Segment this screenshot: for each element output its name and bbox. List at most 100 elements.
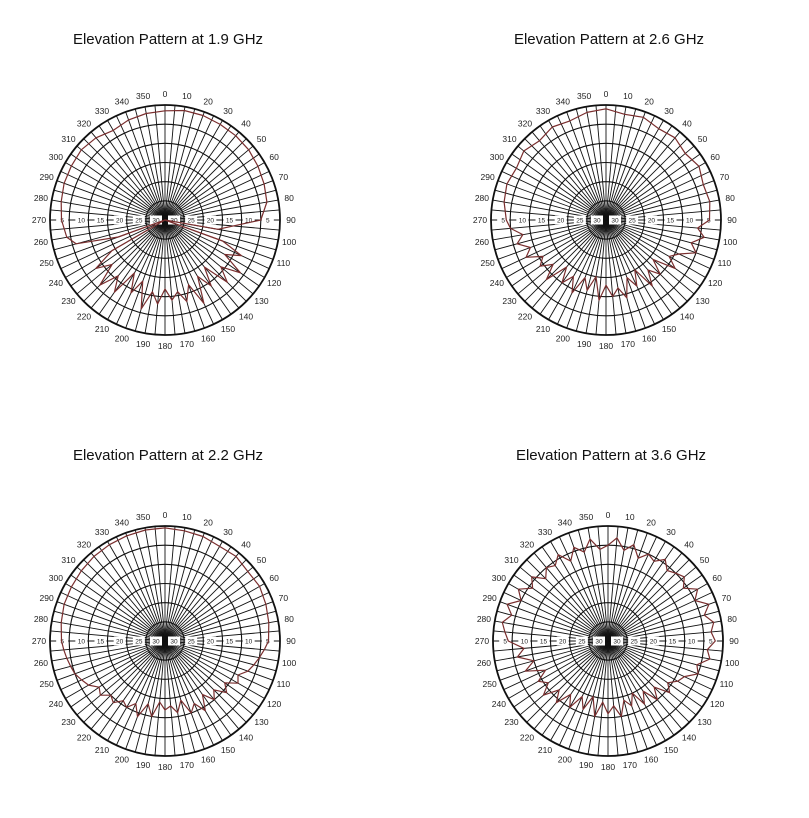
grid-outer-ring [49, 104, 281, 336]
angle-label: 0 [163, 89, 168, 99]
angle-label: 290 [40, 172, 54, 182]
angle-label: 150 [221, 745, 235, 755]
angle-label: 70 [720, 172, 730, 182]
angle-label: 40 [241, 118, 251, 128]
angle-label: 10 [182, 512, 192, 522]
angle-label: 310 [504, 555, 518, 565]
angle-label: 80 [725, 193, 735, 203]
ring-label: 20 [557, 217, 565, 224]
angle-label: 230 [61, 296, 75, 306]
angle-label: 130 [254, 296, 268, 306]
ring-label-background [185, 636, 198, 646]
grid-ring [106, 582, 224, 700]
grid-ring [588, 621, 628, 661]
angle-label: 160 [201, 333, 215, 343]
angle-label: 280 [475, 193, 489, 203]
grid-ring [145, 200, 185, 240]
angle-label: 10 [625, 512, 635, 522]
ring-label-background [168, 636, 180, 646]
angle-label: 230 [502, 296, 516, 306]
ring-label: 20 [207, 638, 215, 645]
angle-label: 230 [61, 717, 75, 727]
angle-label: 170 [180, 760, 194, 770]
angle-label: 90 [286, 636, 296, 646]
angle-label: 130 [695, 296, 709, 306]
ring-label: 15 [540, 638, 548, 645]
angle-label: 70 [279, 172, 289, 182]
ring-label: 15 [538, 217, 546, 224]
angle-label: 20 [646, 518, 656, 528]
angle-label: 30 [223, 106, 233, 116]
pattern-trace [501, 537, 716, 718]
ring-label-background [132, 636, 145, 646]
angle-label: 330 [536, 106, 550, 116]
ring-label: 15 [97, 638, 105, 645]
chart-title-4: Elevation Pattern at 3.6 GHz [515, 447, 707, 464]
angle-label: 290 [483, 593, 497, 603]
ring-label: 10 [688, 638, 696, 645]
angle-label: 300 [49, 573, 63, 583]
ring-label-background [556, 636, 569, 646]
angle-label: 100 [725, 658, 739, 668]
ring-label: 5 [501, 217, 505, 224]
grid-outer-ring [49, 525, 281, 757]
ring-label: 10 [245, 217, 253, 224]
ring-label-background [223, 636, 236, 646]
angle-label: 320 [77, 539, 91, 549]
angle-label: 270 [475, 636, 489, 646]
angle-label: 150 [662, 324, 676, 334]
ring-label: 30 [170, 217, 178, 224]
ring-label: 5 [503, 638, 507, 645]
ring-label: 30 [170, 638, 178, 645]
ring-label: 30 [595, 638, 603, 645]
ring-label-background [573, 215, 586, 225]
angle-label: 190 [577, 339, 591, 349]
pattern-trace [60, 109, 268, 310]
ring-label: 20 [559, 638, 567, 645]
angle-label: 120 [267, 278, 281, 288]
ring-label: 20 [650, 638, 658, 645]
grid-ring [106, 161, 224, 279]
angle-label: 90 [286, 215, 296, 225]
angle-label: 10 [623, 91, 633, 101]
angle-label: 90 [727, 215, 737, 225]
angle-label: 300 [490, 152, 504, 162]
ring-label-background [666, 636, 679, 646]
angle-label: 310 [502, 134, 516, 144]
ring-label: 10 [519, 217, 527, 224]
ring-label: 10 [521, 638, 529, 645]
angle-label: 240 [490, 278, 504, 288]
angle-label: 240 [49, 278, 63, 288]
ring-label-background [537, 636, 550, 646]
angle-label: 30 [664, 106, 674, 116]
angle-label: 290 [481, 172, 495, 182]
angle-label: 50 [257, 555, 267, 565]
angle-label: 210 [95, 745, 109, 755]
grid-ring [126, 181, 204, 259]
grid-ring [509, 123, 703, 317]
angle-label: 260 [34, 658, 48, 668]
angle-label: 310 [61, 555, 75, 565]
ring-label-background [242, 636, 255, 646]
ring-label: 15 [667, 217, 675, 224]
angle-label: 140 [682, 733, 696, 743]
ring-label-background [223, 215, 236, 225]
angle-label: 250 [481, 258, 495, 268]
ring-label: 5 [266, 217, 270, 224]
angle-label: 260 [477, 658, 491, 668]
ring-label: 15 [226, 217, 234, 224]
angle-label: 330 [95, 527, 109, 537]
angle-label: 150 [664, 745, 678, 755]
angle-label: 330 [95, 106, 109, 116]
ring-label: 25 [578, 638, 586, 645]
ring-label-background [535, 215, 548, 225]
angle-label: 170 [621, 339, 635, 349]
angle-label: 190 [136, 760, 150, 770]
angle-label: 350 [579, 512, 593, 522]
ring-label: 25 [135, 638, 143, 645]
angle-label: 20 [644, 97, 654, 107]
chart-title-1: Elevation Pattern at 1.9 GHz [72, 31, 264, 48]
angle-label: 70 [279, 593, 289, 603]
